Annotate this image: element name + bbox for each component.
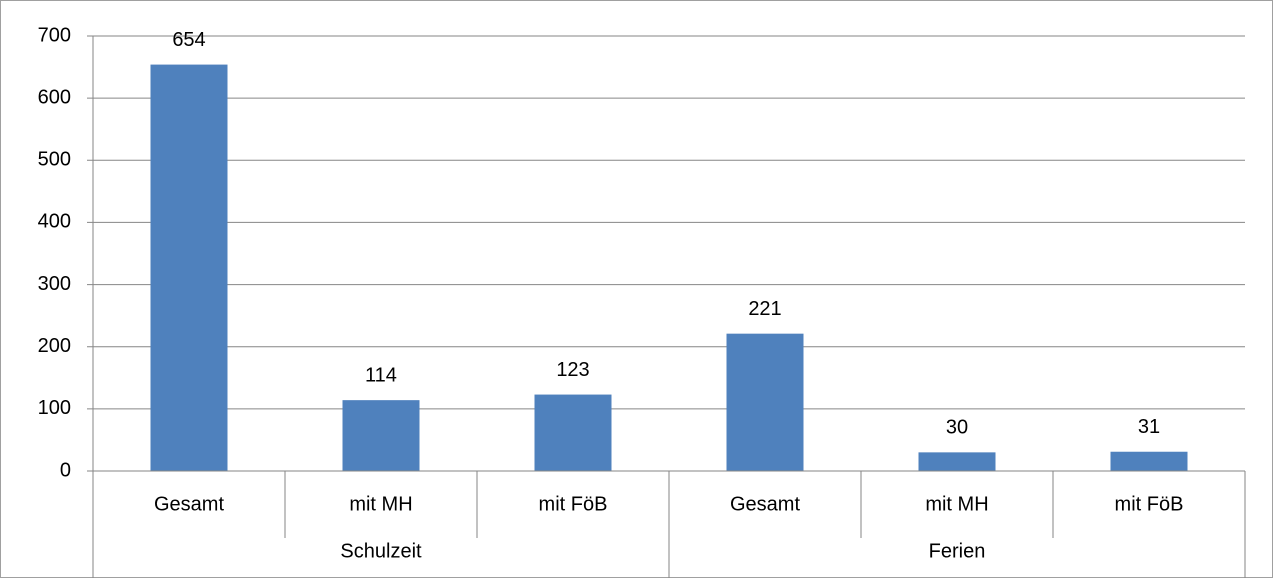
y-tick-label: 400	[38, 211, 71, 233]
y-tick-label: 700	[38, 24, 71, 46]
value-label: 114	[365, 364, 397, 386]
value-label: 221	[748, 298, 781, 320]
x-tick-label: Gesamt	[730, 493, 800, 515]
bar	[1110, 451, 1188, 471]
value-label: 123	[556, 359, 589, 381]
bar	[342, 400, 420, 471]
y-tick-label: 100	[38, 397, 71, 419]
bar	[150, 64, 228, 471]
value-label: 30	[946, 417, 968, 439]
y-tick-label: 200	[38, 335, 71, 357]
bar	[726, 333, 804, 471]
x-tick-label: Gesamt	[154, 493, 224, 515]
x-tick-label: mit MH	[349, 493, 412, 515]
bar	[534, 394, 612, 471]
value-label: 31	[1138, 416, 1160, 438]
y-tick-label: 600	[38, 86, 71, 108]
y-tick-label: 0	[60, 459, 71, 481]
bar	[918, 452, 996, 471]
x-tick-label: mit MH	[925, 493, 988, 515]
value-label: 654	[172, 29, 205, 51]
group-label: Ferien	[929, 540, 986, 562]
y-tick-label: 500	[38, 149, 71, 171]
y-tick-label: 300	[38, 273, 71, 295]
x-tick-label: mit FöB	[539, 493, 608, 515]
x-tick-label: mit FöB	[1115, 493, 1184, 515]
group-label: Schulzeit	[340, 540, 422, 562]
